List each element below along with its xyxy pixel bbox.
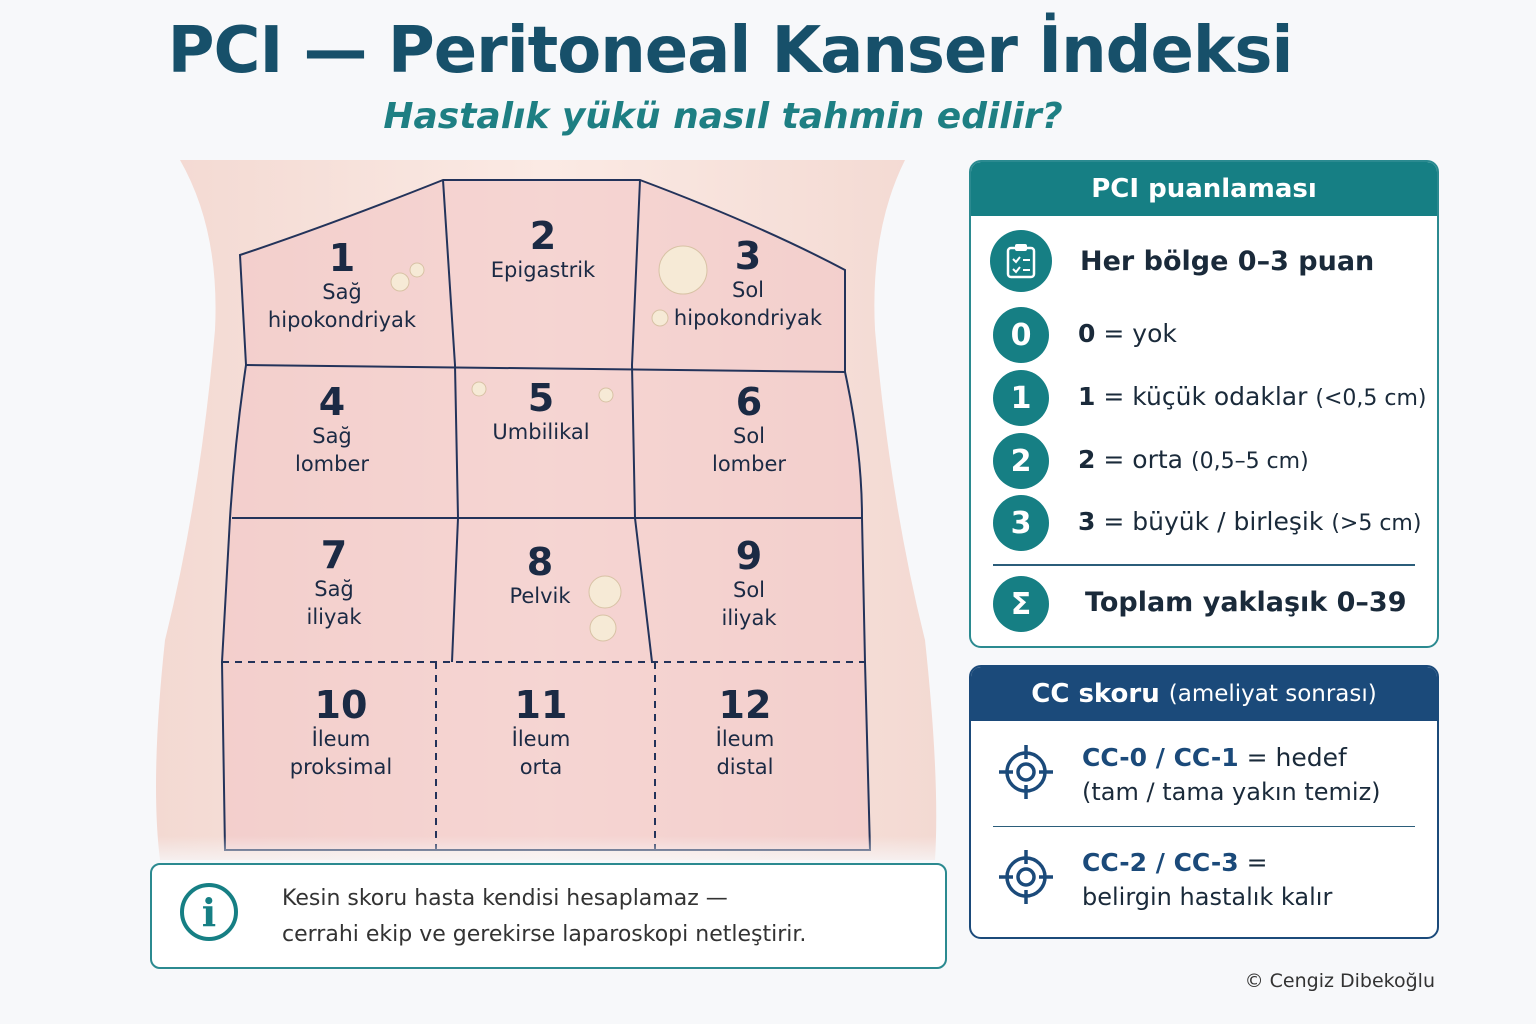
region-label: distal [716, 755, 774, 779]
divider [993, 826, 1415, 827]
cc-key: CC-2 / CC-3 [1082, 848, 1239, 877]
score-row: 0 = yok [1078, 319, 1185, 348]
target-icon [996, 742, 1056, 802]
region-label: Pelvik [509, 584, 571, 608]
cc-line2: belirgin hastalık kalır [1082, 883, 1333, 911]
cc-text: = hedef [1246, 743, 1347, 772]
region-number: 12 [718, 683, 772, 727]
total: Toplam yaklaşık 0–39 [1085, 587, 1407, 618]
region-label: Sağ [312, 424, 352, 448]
note-line: Kesin skoru hasta kendisi hesaplamaz — [282, 886, 728, 911]
score-key: 1 [1078, 382, 1096, 411]
region-number: 9 [735, 534, 763, 578]
cc-title: CC skoru [1031, 679, 1160, 709]
region-label: Epigastrik [490, 258, 596, 282]
abdomen-diagram [0, 160, 960, 870]
score-row: 1 = küçük odaklar (<0,5 cm) [1078, 382, 1434, 411]
region-number: 7 [320, 533, 348, 577]
info-icon: i [180, 883, 238, 941]
score-text: = büyük / birleşik [1103, 507, 1324, 536]
region-label: hipokondriyak [673, 306, 823, 330]
target-svg [999, 745, 1053, 799]
region-number: 2 [529, 214, 557, 258]
cc-key: CC-0 / CC-1 [1082, 743, 1239, 772]
divider [993, 564, 1415, 566]
region-number: 4 [318, 380, 346, 424]
scoring-title: PCI puanlaması [971, 162, 1437, 216]
score-text: = yok [1103, 319, 1177, 348]
region-label: Sağ [322, 280, 362, 304]
region-label: Sol [731, 278, 764, 302]
region-label: İleum [715, 727, 775, 751]
score-icon: 1 [993, 370, 1049, 426]
region-number: 6 [735, 380, 763, 424]
score-icon: 0 [993, 307, 1049, 363]
score-key: 0 [1078, 319, 1096, 348]
cc-panel: CC skoru (ameliyat sonrası) [969, 665, 1439, 939]
clipboard-icon [990, 230, 1052, 292]
scoring-intro: Her bölge 0–3 puan [1080, 246, 1375, 277]
score-text: = orta [1103, 445, 1183, 474]
region-label: Sol [732, 424, 765, 448]
region-label: İleum [511, 727, 571, 751]
target-icon [996, 847, 1056, 907]
region-number: 11 [514, 683, 568, 727]
score-note: (>5 cm) [1331, 511, 1422, 536]
note-line: cerrahi ekip ve gerekirse laparoskopi ne… [282, 922, 807, 947]
region-label: İleum [311, 727, 371, 751]
score-row: 2 = orta (0,5–5 cm) [1078, 445, 1317, 474]
nodules [390, 245, 708, 642]
region-number: 10 [314, 683, 368, 727]
region-label: lomber [294, 452, 370, 476]
cc-header: CC skoru (ameliyat sonrası) [971, 667, 1437, 721]
cc-row: CC-2 / CC-3 = [1082, 848, 1276, 877]
region-label: orta [519, 755, 563, 779]
score-row: 3 = büyük / birleşik (>5 cm) [1078, 507, 1429, 536]
region-label: Umbilikal [492, 420, 590, 444]
region-label: Sağ [314, 577, 354, 601]
region-number: 8 [526, 540, 554, 584]
region-label: Sol [732, 578, 765, 602]
fade [0, 700, 960, 870]
region-number: 5 [527, 376, 555, 420]
score-icon: 2 [993, 433, 1049, 489]
score-text: = küçük odaklar [1103, 382, 1308, 411]
region-label: iliyak [721, 606, 777, 630]
score-key: 3 [1078, 507, 1096, 536]
cc-line2: (tam / tama yakın temiz) [1082, 778, 1381, 806]
region-label: iliyak [306, 605, 362, 629]
region-number: 1 [328, 236, 356, 280]
cc-title-note: (ameliyat sonrası) [1168, 681, 1377, 707]
region-number: 3 [734, 234, 762, 278]
title: PCI — Peritoneal Kanser İndeksi [167, 14, 1294, 88]
region-label: proksimal [289, 755, 393, 779]
target-svg [999, 850, 1053, 904]
score-icon: 3 [993, 495, 1049, 551]
footer: © Cengiz Dibekoğlu [1244, 970, 1435, 992]
grid [232, 179, 862, 663]
clipboard-svg [1006, 244, 1036, 279]
score-key: 2 [1078, 445, 1096, 474]
region-label: hipokondriyak [267, 308, 417, 332]
cc-row: CC-0 / CC-1 = hedef [1082, 743, 1355, 772]
subtitle: Hastalık yükü nasıl tahmin edilir? [383, 96, 1063, 137]
cc-text: = [1246, 848, 1268, 877]
score-note: (0,5–5 cm) [1191, 449, 1309, 474]
note-box [150, 863, 947, 969]
region-label: lomber [711, 452, 787, 476]
total-icon: Σ [993, 576, 1049, 632]
score-note: (<0,5 cm) [1315, 386, 1427, 411]
